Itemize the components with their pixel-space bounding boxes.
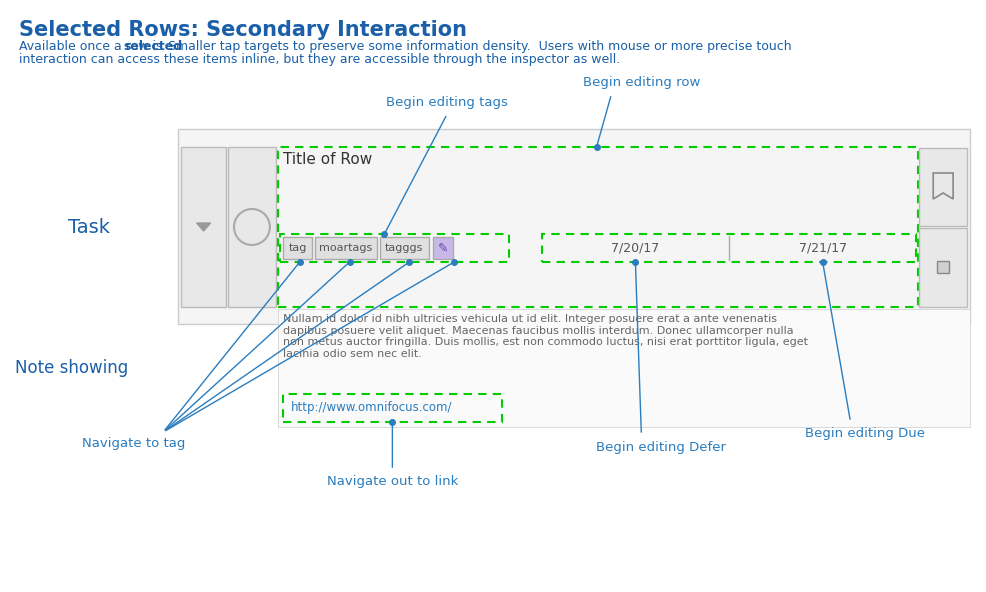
Text: selected: selected bbox=[123, 40, 182, 53]
FancyBboxPatch shape bbox=[278, 309, 970, 427]
Text: Available once a row is: Available once a row is bbox=[19, 40, 167, 53]
FancyBboxPatch shape bbox=[919, 228, 967, 307]
Text: 7/21/17: 7/21/17 bbox=[799, 242, 847, 255]
Text: Navigate out to link: Navigate out to link bbox=[326, 475, 458, 488]
Text: Begin editing row: Begin editing row bbox=[583, 76, 700, 88]
FancyBboxPatch shape bbox=[380, 237, 429, 259]
FancyBboxPatch shape bbox=[228, 147, 276, 307]
FancyBboxPatch shape bbox=[919, 148, 967, 226]
Text: Begin editing Defer: Begin editing Defer bbox=[597, 440, 727, 453]
FancyBboxPatch shape bbox=[316, 237, 377, 259]
FancyBboxPatch shape bbox=[178, 129, 970, 324]
FancyBboxPatch shape bbox=[433, 237, 453, 259]
Text: Selected Rows: Secondary Interaction: Selected Rows: Secondary Interaction bbox=[19, 20, 466, 40]
Text: moartags: moartags bbox=[319, 243, 373, 253]
Text: Begin editing tags: Begin editing tags bbox=[387, 95, 508, 108]
Text: ✎: ✎ bbox=[438, 242, 448, 255]
Text: Task: Task bbox=[68, 217, 109, 236]
Polygon shape bbox=[196, 223, 211, 231]
Text: Navigate to tag: Navigate to tag bbox=[82, 437, 185, 451]
Text: Title of Row: Title of Row bbox=[283, 152, 372, 167]
FancyBboxPatch shape bbox=[181, 147, 226, 307]
Text: Note showing: Note showing bbox=[15, 359, 128, 377]
Text: interaction can access these items inline, but they are accessible through the i: interaction can access these items inlin… bbox=[19, 53, 620, 66]
Text: .  Smaller tap targets to preserve some information density.  Users with mouse o: . Smaller tap targets to preserve some i… bbox=[157, 40, 792, 53]
Text: tagggs: tagggs bbox=[386, 243, 424, 253]
Text: 7/20/17: 7/20/17 bbox=[611, 242, 660, 255]
FancyBboxPatch shape bbox=[938, 261, 950, 273]
Text: tag: tag bbox=[288, 243, 307, 253]
Text: Begin editing Due: Begin editing Due bbox=[806, 427, 926, 440]
Text: http://www.omnifocus.com/: http://www.omnifocus.com/ bbox=[291, 401, 453, 414]
Text: Nullam id dolor id nibh ultricies vehicula ut id elit. Integer posuere erat a an: Nullam id dolor id nibh ultricies vehicu… bbox=[283, 314, 808, 359]
FancyBboxPatch shape bbox=[283, 237, 313, 259]
